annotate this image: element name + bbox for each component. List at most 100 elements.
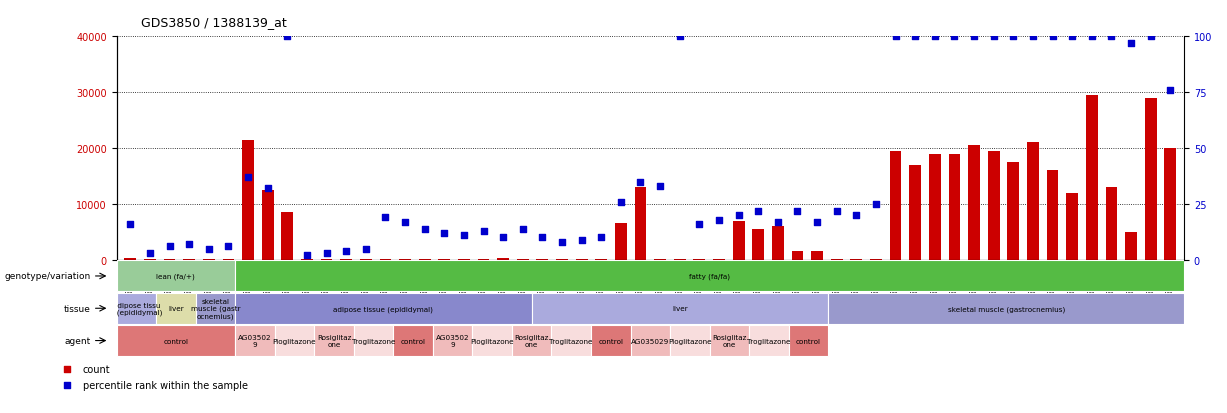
Point (552, 239, 572, 246)
Bar (314, 325, 353, 356)
Text: percentile rank within the sample: percentile rank within the sample (82, 380, 248, 390)
Text: skeletal
muscle (gastr
ocnemius): skeletal muscle (gastr ocnemius) (190, 298, 240, 319)
Point (395, 219, 415, 225)
Point (356, 246, 375, 252)
Point (120, 221, 140, 228)
Bar (117, 261, 236, 292)
Text: Troglitazone: Troglitazone (747, 338, 790, 344)
Point (847, 212, 866, 219)
Bar (828, 293, 1184, 324)
Bar (1007, 163, 1020, 260)
Bar (1086, 96, 1098, 260)
Point (690, 221, 709, 228)
Bar (202, 259, 215, 260)
Bar (156, 293, 195, 324)
Bar (890, 152, 902, 260)
Text: tissue: tissue (64, 304, 91, 313)
Bar (117, 325, 236, 356)
Bar (1047, 171, 1059, 260)
Bar (236, 325, 275, 356)
Text: control: control (400, 338, 426, 344)
Text: Rosiglitaz
one: Rosiglitaz one (514, 334, 548, 347)
Point (238, 174, 258, 181)
Bar (261, 190, 274, 260)
Point (1082, 34, 1102, 40)
Point (925, 34, 945, 40)
Text: genotype/variation: genotype/variation (5, 272, 91, 281)
Point (572, 237, 591, 243)
Text: Pioglitazone: Pioglitazone (667, 338, 712, 344)
Bar (591, 325, 631, 356)
Text: AG03502
9: AG03502 9 (238, 334, 271, 347)
Bar (1164, 149, 1177, 260)
Bar (988, 152, 1000, 260)
Text: Pioglitazone: Pioglitazone (272, 338, 317, 344)
Bar (752, 230, 764, 260)
Point (336, 248, 356, 254)
Point (906, 34, 925, 40)
Bar (968, 146, 980, 260)
Point (199, 246, 218, 252)
Text: Rosiglitaz
one: Rosiglitaz one (317, 334, 351, 347)
Text: liver: liver (168, 306, 184, 311)
Text: liver: liver (672, 306, 688, 311)
Point (258, 185, 277, 192)
Point (748, 208, 768, 214)
Bar (497, 259, 509, 260)
Bar (433, 325, 472, 356)
Text: count: count (82, 364, 110, 375)
Bar (117, 293, 156, 324)
Bar (791, 252, 804, 260)
Point (807, 219, 827, 225)
Bar (236, 293, 531, 324)
Text: Troglitazone: Troglitazone (352, 338, 395, 344)
Bar (631, 325, 670, 356)
Bar (909, 165, 921, 260)
Bar (670, 325, 709, 356)
Text: agent: agent (64, 336, 91, 345)
Text: control: control (796, 338, 821, 344)
Point (140, 250, 160, 257)
Point (375, 214, 395, 221)
Bar (394, 325, 433, 356)
Bar (236, 261, 1184, 292)
Text: Rosiglitaz
one: Rosiglitaz one (712, 334, 746, 347)
Point (1161, 88, 1180, 94)
Text: Troglitazone: Troglitazone (550, 338, 593, 344)
Point (886, 34, 906, 40)
Point (866, 201, 886, 208)
Bar (709, 325, 750, 356)
Point (1141, 34, 1161, 40)
Bar (472, 325, 512, 356)
Text: skeletal muscle (gastrocnemius): skeletal muscle (gastrocnemius) (947, 305, 1065, 312)
Text: adipose tissu
e (epididymal): adipose tissu e (epididymal) (110, 302, 162, 315)
Point (277, 34, 297, 40)
Bar (281, 213, 293, 260)
Bar (242, 140, 254, 260)
Text: adipose tissue (epididymal): adipose tissue (epididymal) (334, 305, 433, 312)
Point (464, 150, 483, 157)
Bar (789, 325, 828, 356)
Bar (733, 221, 745, 260)
Point (729, 212, 748, 219)
Text: control: control (599, 338, 623, 344)
Text: Pioglitazone: Pioglitazone (470, 338, 514, 344)
Bar (531, 293, 828, 324)
Bar (275, 325, 314, 356)
Text: AG035029: AG035029 (631, 338, 670, 344)
Point (1023, 34, 1043, 40)
Text: lean (fa/+): lean (fa/+) (157, 273, 195, 280)
Bar (772, 227, 784, 260)
Text: control: control (163, 338, 189, 344)
Point (631, 179, 650, 185)
Point (493, 235, 513, 241)
Bar (183, 259, 195, 260)
Bar (551, 325, 591, 356)
Point (1102, 34, 1121, 40)
Bar (1027, 143, 1039, 260)
Bar (948, 154, 961, 260)
Text: AG03502
9: AG03502 9 (436, 334, 470, 347)
Bar (929, 154, 941, 260)
Point (1004, 34, 1023, 40)
Point (670, 34, 690, 40)
